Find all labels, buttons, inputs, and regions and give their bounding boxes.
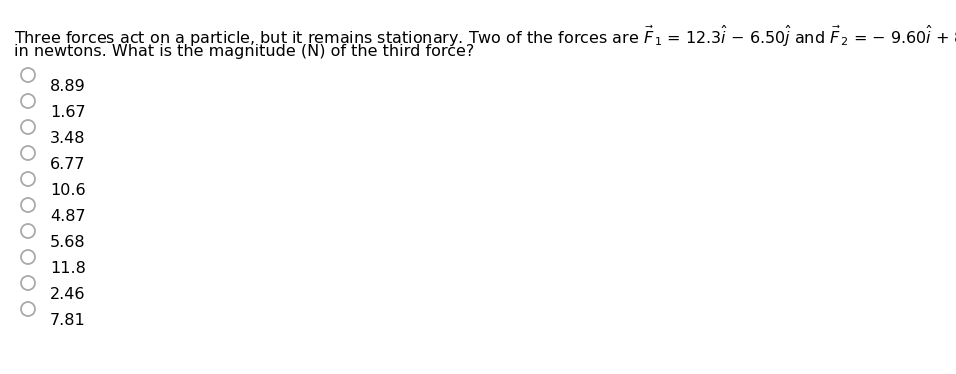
Text: Three forces act on a particle, but it remains stationary. Two of the forces are: Three forces act on a particle, but it r… [14,24,956,49]
Text: 7.81: 7.81 [50,313,86,328]
Text: 3.48: 3.48 [50,131,85,146]
Text: 4.87: 4.87 [50,209,86,224]
Text: 8.89: 8.89 [50,79,86,94]
Text: in newtons. What is the magnitude (N) of the third force?: in newtons. What is the magnitude (N) of… [14,44,474,59]
Text: 1.67: 1.67 [50,105,86,120]
Text: 2.46: 2.46 [50,287,85,302]
Text: 5.68: 5.68 [50,235,86,250]
Text: 6.77: 6.77 [50,157,85,172]
Text: 10.6: 10.6 [50,183,86,198]
Text: 11.8: 11.8 [50,261,86,276]
